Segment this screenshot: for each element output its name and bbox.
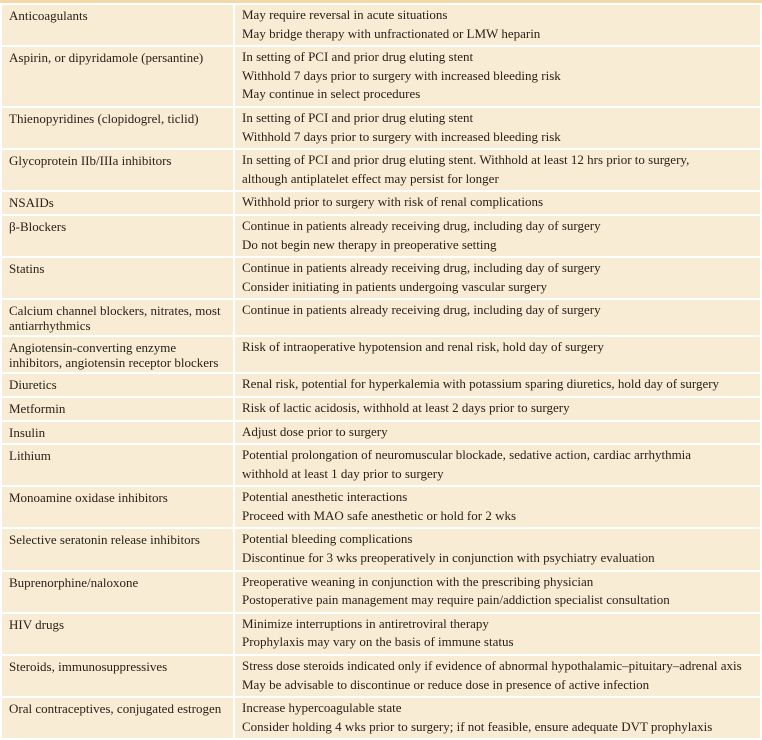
recommendation-cell: Potential prolongation of neuromuscular … (233, 443, 762, 488)
recommendation-line: withhold at least 1 day prior to surgery (242, 465, 444, 481)
drug-cell: Monoamine oxidase inhibitors (0, 485, 235, 530)
table-row: Steroids, immunosuppressives Stress dose … (0, 654, 762, 699)
recommendation-line: Consider holding 4 wks prior to surgery;… (242, 718, 713, 734)
recommendation-cell: Withhold prior to surgery with risk of r… (233, 190, 762, 216)
drug-cell: Thienopyridines (clopidogrel, ticlid) (0, 105, 235, 151)
table-row: HIV drugs Minimize interruptions in antir… (0, 611, 762, 657)
table-row: Metformin Risk of lactic acidosis, withho… (0, 395, 762, 422)
recommendation-cell: Continue in patients already receiving d… (233, 256, 762, 301)
recommendation-cell: In setting of PCI and prior drug eluting… (233, 148, 762, 193)
drug-cell: Diuretics (0, 372, 235, 398)
recommendation-cell: Adjust dose prior to surgery (233, 419, 762, 446)
recommendation-line: Adjust dose prior to surgery (242, 423, 388, 439)
table-row: Oral contraceptives, conjugated estrogen… (0, 696, 762, 740)
recommendation-cell: In setting of PCI and prior drug eluting… (233, 45, 762, 108)
table-row: Statins Continue in patients already rece… (0, 256, 762, 301)
table-row: Diuretics Renal risk, potential for hyper… (0, 372, 762, 398)
drug-cell: Oral contraceptives, conjugated estrogen (0, 696, 235, 740)
recommendation-line: Continue in patients already receiving d… (242, 302, 601, 318)
drug-cell: Angiotensin-converting enzyme inhibitors… (0, 335, 235, 375)
recommendation-line: In setting of PCI and prior drug eluting… (242, 49, 474, 65)
table-row: Glycoprotein IIb/IIIa inhibitors In setti… (0, 148, 762, 193)
recommendation-line: May bridge therapy with unfractionated o… (242, 25, 541, 41)
recommendation-line: Discontinue for 3 wks preoperatively in … (242, 550, 655, 566)
recommendation-line: Continue in patients already receiving d… (242, 260, 601, 276)
table-row: Calcium channel blockers, nitrates, most… (0, 298, 762, 338)
table-row: Monoamine oxidase inhibitors Potential an… (0, 485, 762, 530)
recommendation-line: Potential prolongation of neuromuscular … (242, 447, 692, 463)
recommendation-line: Postoperative pain management may requir… (242, 592, 670, 608)
recommendation-line: Risk of lactic acidosis, withhold at lea… (242, 399, 570, 415)
drug-cell: Selective seratonin release inhibitors (0, 527, 235, 572)
recommendation-cell: Risk of lactic acidosis, withhold at lea… (233, 395, 762, 422)
drug-cell: HIV drugs (0, 611, 235, 657)
recommendation-cell: Risk of intraoperative hypotension and r… (233, 335, 762, 375)
recommendation-line: Withhold 7 days prior to surgery with in… (242, 67, 561, 83)
recommendation-line: In setting of PCI and prior drug eluting… (242, 152, 690, 168)
drug-cell: Buprenorphine/naloxone (0, 569, 235, 614)
drug-cell: Anticoagulants (0, 2, 235, 48)
drug-cell: β-Blockers (0, 213, 235, 259)
recommendation-cell: May require reversal in acute situations… (233, 2, 762, 48)
recommendation-cell: In setting of PCI and prior drug eluting… (233, 105, 762, 151)
recommendation-line: Consider initiating in patients undergoi… (242, 278, 547, 294)
recommendation-line: Stress dose steroids indicated only if e… (242, 658, 742, 674)
table-row: Angiotensin-converting enzyme inhibitors… (0, 335, 762, 375)
drug-cell: Metformin (0, 395, 235, 422)
recommendation-line: In setting of PCI and prior drug eluting… (242, 109, 474, 125)
recommendation-cell: Continue in patients already receiving d… (233, 298, 762, 338)
recommendation-line: Increase hypercoagulable state (242, 700, 402, 716)
drug-cell: NSAIDs (0, 190, 235, 216)
drug-cell: Calcium channel blockers, nitrates, most… (0, 298, 235, 338)
table-row: Aspirin, or dipyridamole (persantine) In … (0, 45, 762, 108)
drug-cell: Aspirin, or dipyridamole (persantine) (0, 45, 235, 108)
recommendation-cell: Continue in patients already receiving d… (233, 213, 762, 259)
table-row: Thienopyridines (clopidogrel, ticlid) In … (0, 105, 762, 151)
recommendation-line: Continue in patients already receiving d… (242, 217, 601, 233)
recommendation-cell: Potential bleeding complications Disconti… (233, 527, 762, 572)
recommendation-line: Proceed with MAO safe anesthetic or hold… (242, 507, 517, 523)
table-row: β-Blockers Continue in patients already r… (0, 213, 762, 259)
table-row: Lithium Potential prolongation of neuromu… (0, 443, 762, 488)
recommendation-line: Minimize interruptions in antiretroviral… (242, 615, 489, 631)
drug-cell: Glycoprotein IIb/IIIa inhibitors (0, 148, 235, 193)
table-row: NSAIDs Withhold prior to surgery with ris… (0, 190, 762, 216)
recommendation-cell: Renal risk, potential for hyperkalemia w… (233, 372, 762, 398)
recommendation-line: Withhold prior to surgery with risk of r… (242, 194, 544, 210)
recommendation-line: Prophylaxis may vary on the basis of imm… (242, 634, 514, 650)
recommendation-cell: Stress dose steroids indicated only if e… (233, 654, 762, 699)
recommendation-line: Potential bleeding complications (242, 531, 413, 547)
recommendation-line: Preoperative weaning in conjunction with… (242, 573, 594, 589)
recommendation-line: Risk of intraoperative hypotension and r… (242, 339, 604, 355)
table-row: Selective seratonin release inhibitors Po… (0, 527, 762, 572)
recommendation-line: May continue in select procedures (242, 86, 421, 102)
recommendation-line: May require reversal in acute situations (242, 7, 448, 22)
recommendation-line: Withhold 7 days prior to surgery with in… (242, 128, 561, 144)
recommendation-cell: Increase hypercoagulable state Consider h… (233, 696, 762, 740)
recommendation-line: although antiplatelet effect may persist… (242, 170, 499, 186)
table-row: Buprenorphine/naloxone Preoperative weani… (0, 569, 762, 614)
drug-cell: Statins (0, 256, 235, 301)
table-top-rule (0, 0, 762, 3)
recommendation-cell: Preoperative weaning in conjunction with… (233, 569, 762, 614)
recommendation-cell: Minimize interruptions in antiretroviral… (233, 611, 762, 657)
recommendation-line: May be advisable to discontinue or reduc… (242, 676, 650, 692)
drug-cell: Insulin (0, 419, 235, 446)
recommendation-line: Renal risk, potential for hyperkalemia w… (242, 376, 720, 392)
drug-cell: Lithium (0, 443, 235, 488)
recommendation-cell: Potential anesthetic interactions Proceed… (233, 485, 762, 530)
recommendation-line: Do not begin new therapy in preoperative… (242, 236, 497, 252)
table-row: Anticoagulants May require reversal in ac… (0, 2, 762, 48)
recommendation-line: Potential anesthetic interactions (242, 489, 408, 505)
drug-cell: Steroids, immunosuppressives (0, 654, 235, 699)
table-row: Insulin Adjust dose prior to surgery (0, 419, 762, 446)
